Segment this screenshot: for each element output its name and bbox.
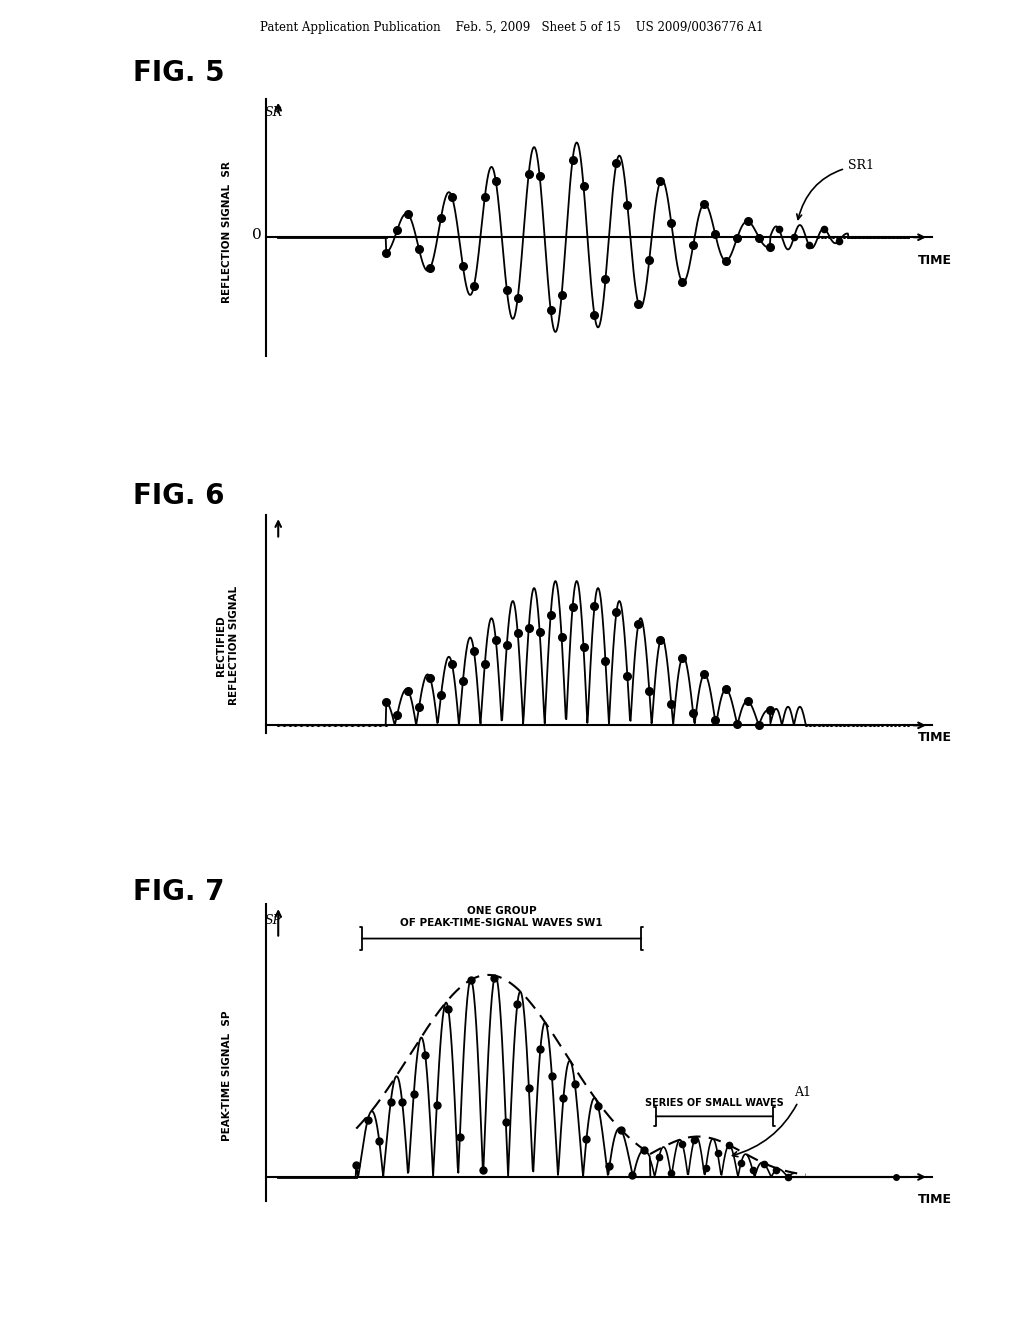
Text: A1: A1 [732,1086,811,1156]
Text: PEAK-TIME SIGNAL  SP: PEAK-TIME SIGNAL SP [222,1011,232,1142]
Text: RECTIFIED
REFLECTION SIGNAL: RECTIFIED REFLECTION SIGNAL [216,586,239,705]
Text: SR1: SR1 [797,158,873,219]
Text: TIME: TIME [918,731,952,744]
Text: REFLECTION SIGNAL  SR: REFLECTION SIGNAL SR [222,161,232,304]
Text: TIME: TIME [918,1193,952,1206]
Text: ONE GROUP
OF PEAK-TIME-SIGNAL WAVES SW1: ONE GROUP OF PEAK-TIME-SIGNAL WAVES SW1 [400,906,603,928]
Text: SERIES OF SMALL WAVES: SERIES OF SMALL WAVES [645,1098,783,1109]
Text: Patent Application Publication    Feb. 5, 2009   Sheet 5 of 15    US 2009/003677: Patent Application Publication Feb. 5, 2… [260,21,764,34]
Text: 0: 0 [252,228,261,243]
Text: FIG. 7: FIG. 7 [133,878,224,906]
Text: FIG. 6: FIG. 6 [133,482,224,510]
Text: SP: SP [265,915,282,928]
Text: TIME: TIME [918,255,952,268]
Text: FIG. 5: FIG. 5 [133,59,224,87]
Text: SR: SR [265,106,283,119]
